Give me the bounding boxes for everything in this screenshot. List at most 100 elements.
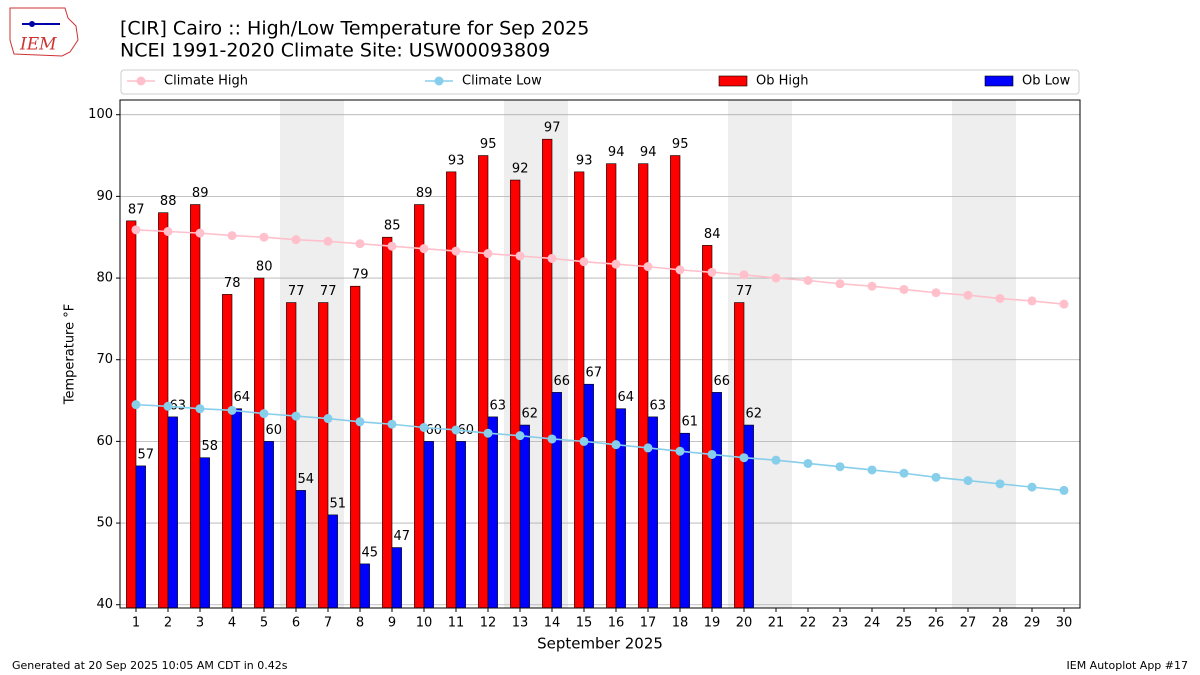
climate-point [387,419,397,429]
climate-point [643,443,653,453]
data-label: 58 [202,439,219,454]
bar [455,441,466,609]
climate-point [419,244,429,254]
climate-point [739,270,749,280]
bar [231,408,242,609]
climate-point [387,241,397,251]
x-tick-label: 22 [800,616,817,631]
y-tick-label: 60 [96,434,113,449]
bar [222,294,233,609]
climate-point [867,281,877,291]
climate-point [899,284,909,294]
data-label: 92 [512,162,529,177]
data-label: 63 [490,398,507,413]
climate-point [963,290,973,300]
data-label: 89 [192,186,209,201]
bar [359,563,370,609]
climate-point [995,293,1005,303]
bar [510,179,521,609]
data-label: 66 [554,374,571,389]
x-tick-label: 8 [356,616,364,631]
climate-point [707,449,717,459]
climate-point [515,431,525,441]
climate-point [995,479,1005,489]
data-label: 87 [128,202,145,217]
climate-point [419,423,429,433]
bar [711,392,722,609]
climate-point [291,411,301,421]
data-label: 89 [416,186,433,201]
climate-point [1059,485,1069,495]
plot-frame [119,99,1081,609]
x-tick-label: 9 [388,616,396,631]
bar [542,138,553,609]
climate-point [1027,482,1037,492]
climate-point [259,409,269,419]
data-label: 64 [234,390,251,405]
logo-dot [29,21,35,27]
climate-point [675,446,685,456]
footer-left: Generated at 20 Sep 2025 10:05 AM CDT in… [12,659,288,672]
bar [350,285,361,609]
logo-outline [9,7,79,57]
bar [606,163,617,609]
climate-point [515,251,525,261]
legend-label: Ob High [756,74,809,89]
climate-point [195,228,205,238]
bar [414,204,425,609]
climate-point [1059,299,1069,309]
data-label: 80 [256,260,273,275]
x-tick-label: 23 [832,616,849,631]
climate-point [195,404,205,414]
data-label: 62 [522,407,539,422]
bar [295,490,306,609]
bar [327,514,338,609]
climate-point [803,458,813,468]
data-label: 51 [330,496,347,511]
x-tick-label: 29 [1024,616,1041,631]
x-tick-label: 20 [736,616,753,631]
x-axis-label: September 2025 [537,635,663,653]
data-label: 94 [608,145,625,160]
x-tick-label: 21 [768,616,785,631]
bar [487,416,498,609]
data-label: 60 [266,423,283,438]
x-tick-label: 17 [640,616,657,631]
climate-point [867,465,877,475]
bar [391,547,402,609]
climate-point [611,259,621,269]
x-tick-label: 10 [416,616,433,631]
data-label: 88 [160,194,177,209]
climate-point [643,262,653,272]
bar [583,383,594,609]
bar [679,432,690,609]
data-label: 47 [394,529,411,544]
y-tick-label: 50 [96,516,113,531]
climate-point [771,273,781,283]
legend-patch [718,75,748,87]
climate-point [355,239,365,249]
x-tick-label: 5 [260,616,268,631]
data-label: 78 [224,276,241,291]
climate-point [579,257,589,267]
bar [423,441,434,609]
chart-title: [CIR] Cairo :: High/Low Temperature for … [120,18,589,40]
x-tick-label: 11 [448,616,465,631]
x-tick-label: 19 [704,616,721,631]
x-tick-label: 27 [960,616,977,631]
data-label: 67 [586,366,603,381]
climate-point [675,265,685,275]
bar [135,465,146,609]
climate-line [135,229,1065,305]
data-label: 66 [714,374,731,389]
climate-point [451,246,461,256]
x-tick-label: 4 [228,616,236,631]
x-tick-label: 28 [992,616,1009,631]
bar [263,441,274,609]
legend-patch [984,75,1014,87]
climate-point [131,400,141,410]
bar [638,163,649,609]
bar [743,424,754,609]
